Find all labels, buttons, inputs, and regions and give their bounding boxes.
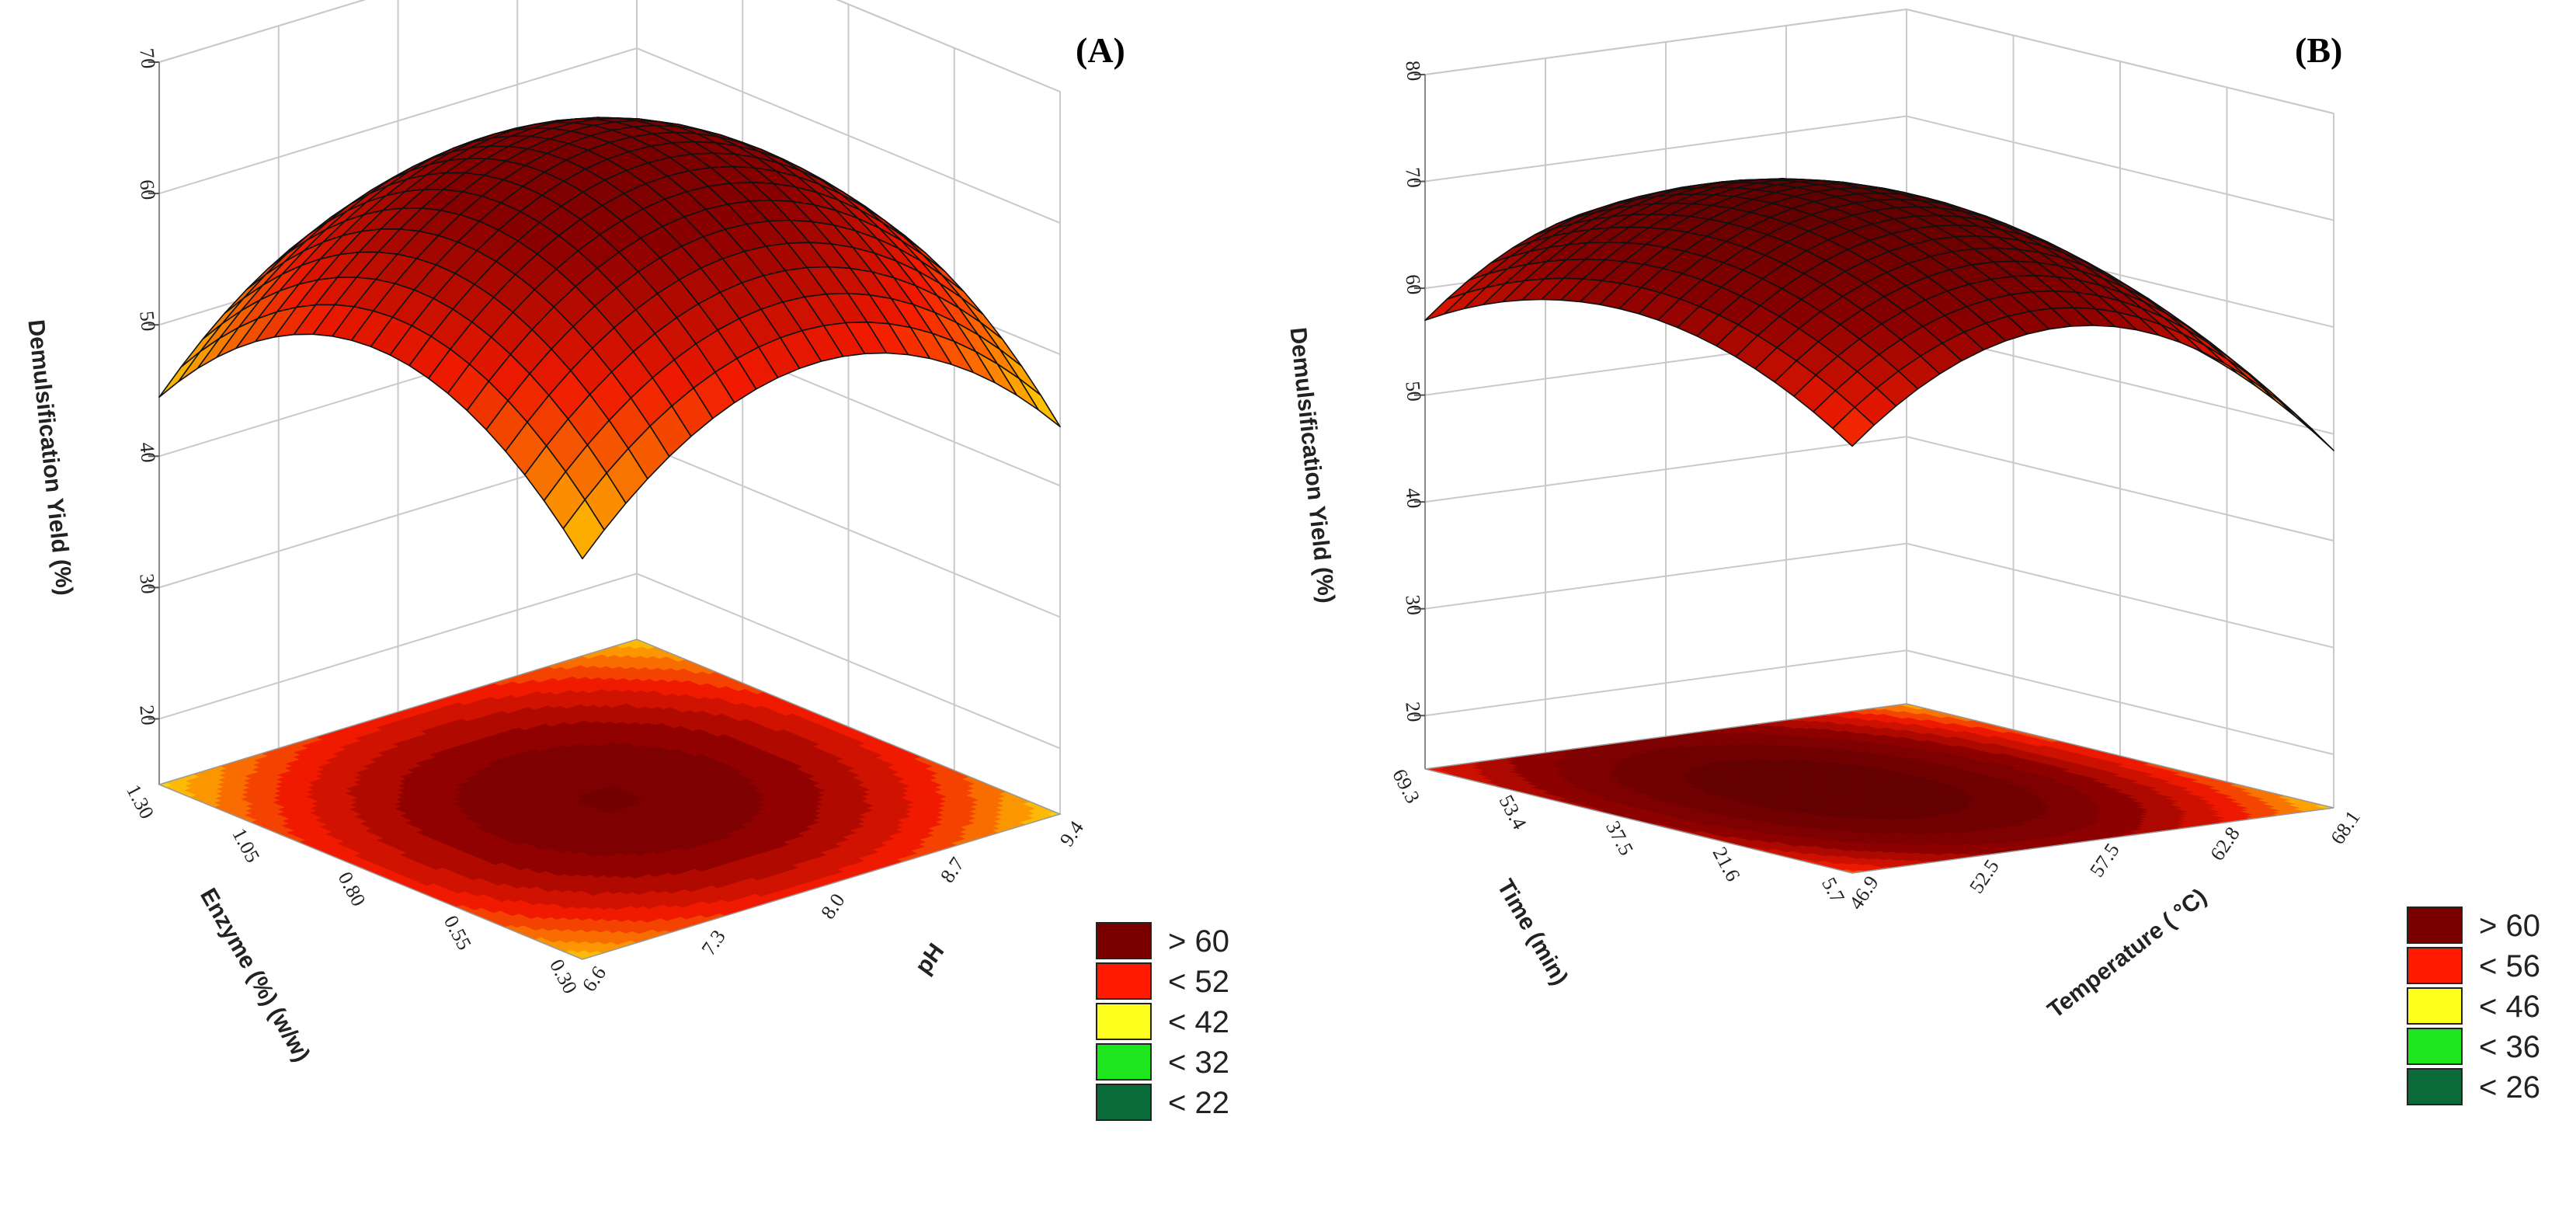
wall-gridline bbox=[158, 572, 1061, 750]
wall-gridline bbox=[158, 0, 1061, 92]
wall-gridline bbox=[158, 47, 1061, 224]
panel-a: 2030405060700.300.550.801.051.306.67.38.… bbox=[23, 0, 1229, 1121]
contour-floor bbox=[157, 639, 1062, 960]
